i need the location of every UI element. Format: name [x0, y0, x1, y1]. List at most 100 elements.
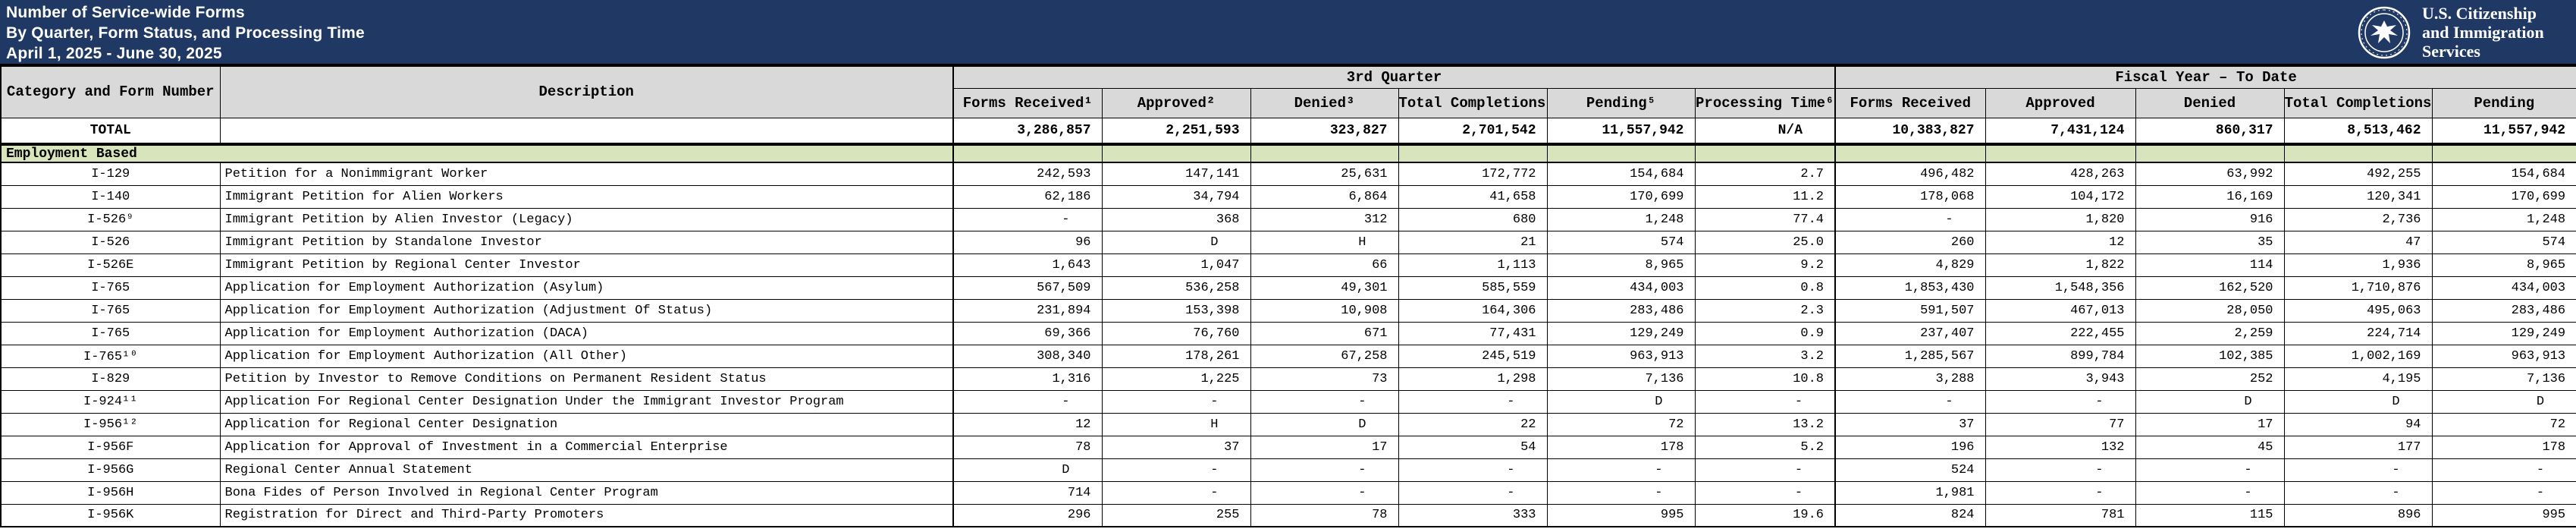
value-cell: 178,261: [1101, 344, 1251, 368]
value-cell: 963,913: [2431, 344, 2576, 368]
value-cell: 963,913: [1546, 344, 1696, 368]
form-number-cell: I-956K: [0, 503, 221, 527]
value-cell: -: [2431, 458, 2576, 482]
value-cell: 11.2: [1694, 184, 1836, 209]
dhs-seal-icon: [2358, 6, 2411, 58]
column-header-q3-5: Processing Time⁶: [1694, 87, 1836, 118]
value-cell: 781: [1985, 503, 2136, 527]
form-description-cell: Immigrant Petition for Alien Workers: [219, 184, 954, 209]
value-cell: 2,736: [2283, 207, 2433, 231]
value-cell: 3,288: [1834, 367, 1986, 391]
value-cell: -: [2283, 480, 2433, 505]
total-value-8: 860,317: [2135, 117, 2285, 146]
value-cell: 428,263: [1985, 162, 2136, 186]
value-cell: H: [1250, 230, 1399, 254]
value-cell: 222,455: [1985, 321, 2136, 345]
report-header-banner: Number of Service-wide Forms By Quarter,…: [0, 0, 2576, 65]
value-cell: 17: [1250, 435, 1399, 459]
value-cell: -: [1250, 458, 1399, 482]
value-cell: -: [1985, 480, 2136, 505]
value-cell: 12: [952, 412, 1103, 436]
agency-name-line2: and Immigration: [2422, 23, 2544, 42]
value-cell: 1,853,430: [1834, 276, 1986, 300]
table-row: I-765 Application for Employment Authoriz…: [0, 276, 2576, 300]
value-cell: 368: [1101, 207, 1251, 231]
value-cell: 312: [1250, 207, 1399, 231]
form-description-cell: Bona Fides of Person Involved in Regiona…: [219, 480, 954, 505]
value-cell: 824: [1834, 503, 1986, 527]
value-cell: 7,136: [1546, 367, 1696, 391]
value-cell: 995: [2431, 503, 2576, 527]
value-cell: 0.9: [1694, 321, 1836, 345]
value-cell: 77,431: [1398, 321, 1548, 345]
value-cell: 16,169: [2135, 184, 2285, 209]
value-cell: 1,002,169: [2283, 344, 2433, 368]
value-cell: 114: [2135, 253, 2285, 277]
column-header-fy-3: Total Completions: [2283, 87, 2433, 118]
value-cell: 4,829: [1834, 253, 1986, 277]
report-title-block: Number of Service-wide Forms By Quarter,…: [6, 2, 365, 64]
value-cell: 1,820: [1985, 207, 2136, 231]
value-cell: 132: [1985, 435, 2136, 459]
column-header-description: Description: [219, 65, 954, 118]
value-cell: 6,864: [1250, 184, 1399, 209]
column-header-q3-0: Forms Received¹: [952, 87, 1103, 118]
form-description-cell: Application for Regional Center Designat…: [219, 412, 954, 436]
table-row: I-765¹⁰ Application for Employment Author…: [0, 344, 2576, 368]
value-cell: 1,113: [1398, 253, 1548, 277]
value-cell: 34,794: [1101, 184, 1251, 209]
value-cell: -: [1398, 480, 1548, 505]
column-header-fy-0: Forms Received: [1834, 87, 1986, 118]
value-cell: 1,981: [1834, 480, 1986, 505]
value-cell: 671: [1250, 321, 1399, 345]
value-cell: 177: [2283, 435, 2433, 459]
form-description-cell: Application for Employment Authorization…: [219, 344, 954, 368]
value-cell: 2.3: [1694, 298, 1836, 323]
column-header-fy-2: Denied: [2135, 87, 2285, 118]
value-cell: 35: [2135, 230, 2285, 254]
value-cell: 76,760: [1101, 321, 1251, 345]
value-cell: 49,301: [1250, 276, 1399, 300]
form-number-cell: I-765: [0, 321, 221, 345]
value-cell: D: [952, 458, 1103, 482]
table-row: I-956G Regional Center Annual Statement D -…: [0, 458, 2576, 482]
value-cell: 7,136: [2431, 367, 2576, 391]
table-row: I-765 Application for Employment Authoriz…: [0, 321, 2576, 345]
value-cell: 37: [1101, 435, 1251, 459]
value-cell: -: [1546, 458, 1696, 482]
value-cell: 8,965: [2431, 253, 2576, 277]
value-cell: 1,248: [2431, 207, 2576, 231]
group-header-fiscal-year-to-date: Fiscal Year – To Date: [1834, 65, 2576, 89]
form-number-cell: I-956H: [0, 480, 221, 505]
total-value-7: 7,431,124: [1985, 117, 2136, 146]
value-cell: 63,992: [2135, 162, 2285, 186]
value-cell: 591,507: [1834, 298, 1986, 323]
value-cell: 78: [1250, 503, 1399, 527]
value-cell: -: [1101, 458, 1251, 482]
value-cell: 434,003: [2431, 276, 2576, 300]
value-cell: 3.2: [1694, 344, 1836, 368]
table-row: I-956K Registration for Direct and Third-…: [0, 503, 2576, 527]
value-cell: 9.2: [1694, 253, 1836, 277]
value-cell: D: [2135, 389, 2285, 414]
value-cell: 1,285,567: [1834, 344, 1986, 368]
value-cell: 164,306: [1398, 298, 1548, 323]
value-cell: 66: [1250, 253, 1399, 277]
section-spacer-2: [1250, 143, 1399, 163]
form-number-cell: I-765: [0, 298, 221, 323]
value-cell: D: [2283, 389, 2433, 414]
table-row: I-765 Application for Employment Authoriz…: [0, 298, 2576, 323]
value-cell: 1,298: [1398, 367, 1548, 391]
value-cell: 467,013: [1985, 298, 2136, 323]
form-description-cell: Regional Center Annual Statement: [219, 458, 954, 482]
total-value-0: 3,286,857: [952, 117, 1103, 146]
value-cell: 19.6: [1694, 503, 1836, 527]
value-cell: 73: [1250, 367, 1399, 391]
value-cell: 120,341: [2283, 184, 2433, 209]
value-cell: 574: [1546, 230, 1696, 254]
table-row: I-526⁹ Immigrant Petition by Alien Invest…: [0, 207, 2576, 231]
value-cell: 21: [1398, 230, 1548, 254]
value-cell: D: [1101, 230, 1251, 254]
total-value-2: 323,827: [1250, 117, 1399, 146]
value-cell: 22: [1398, 412, 1548, 436]
